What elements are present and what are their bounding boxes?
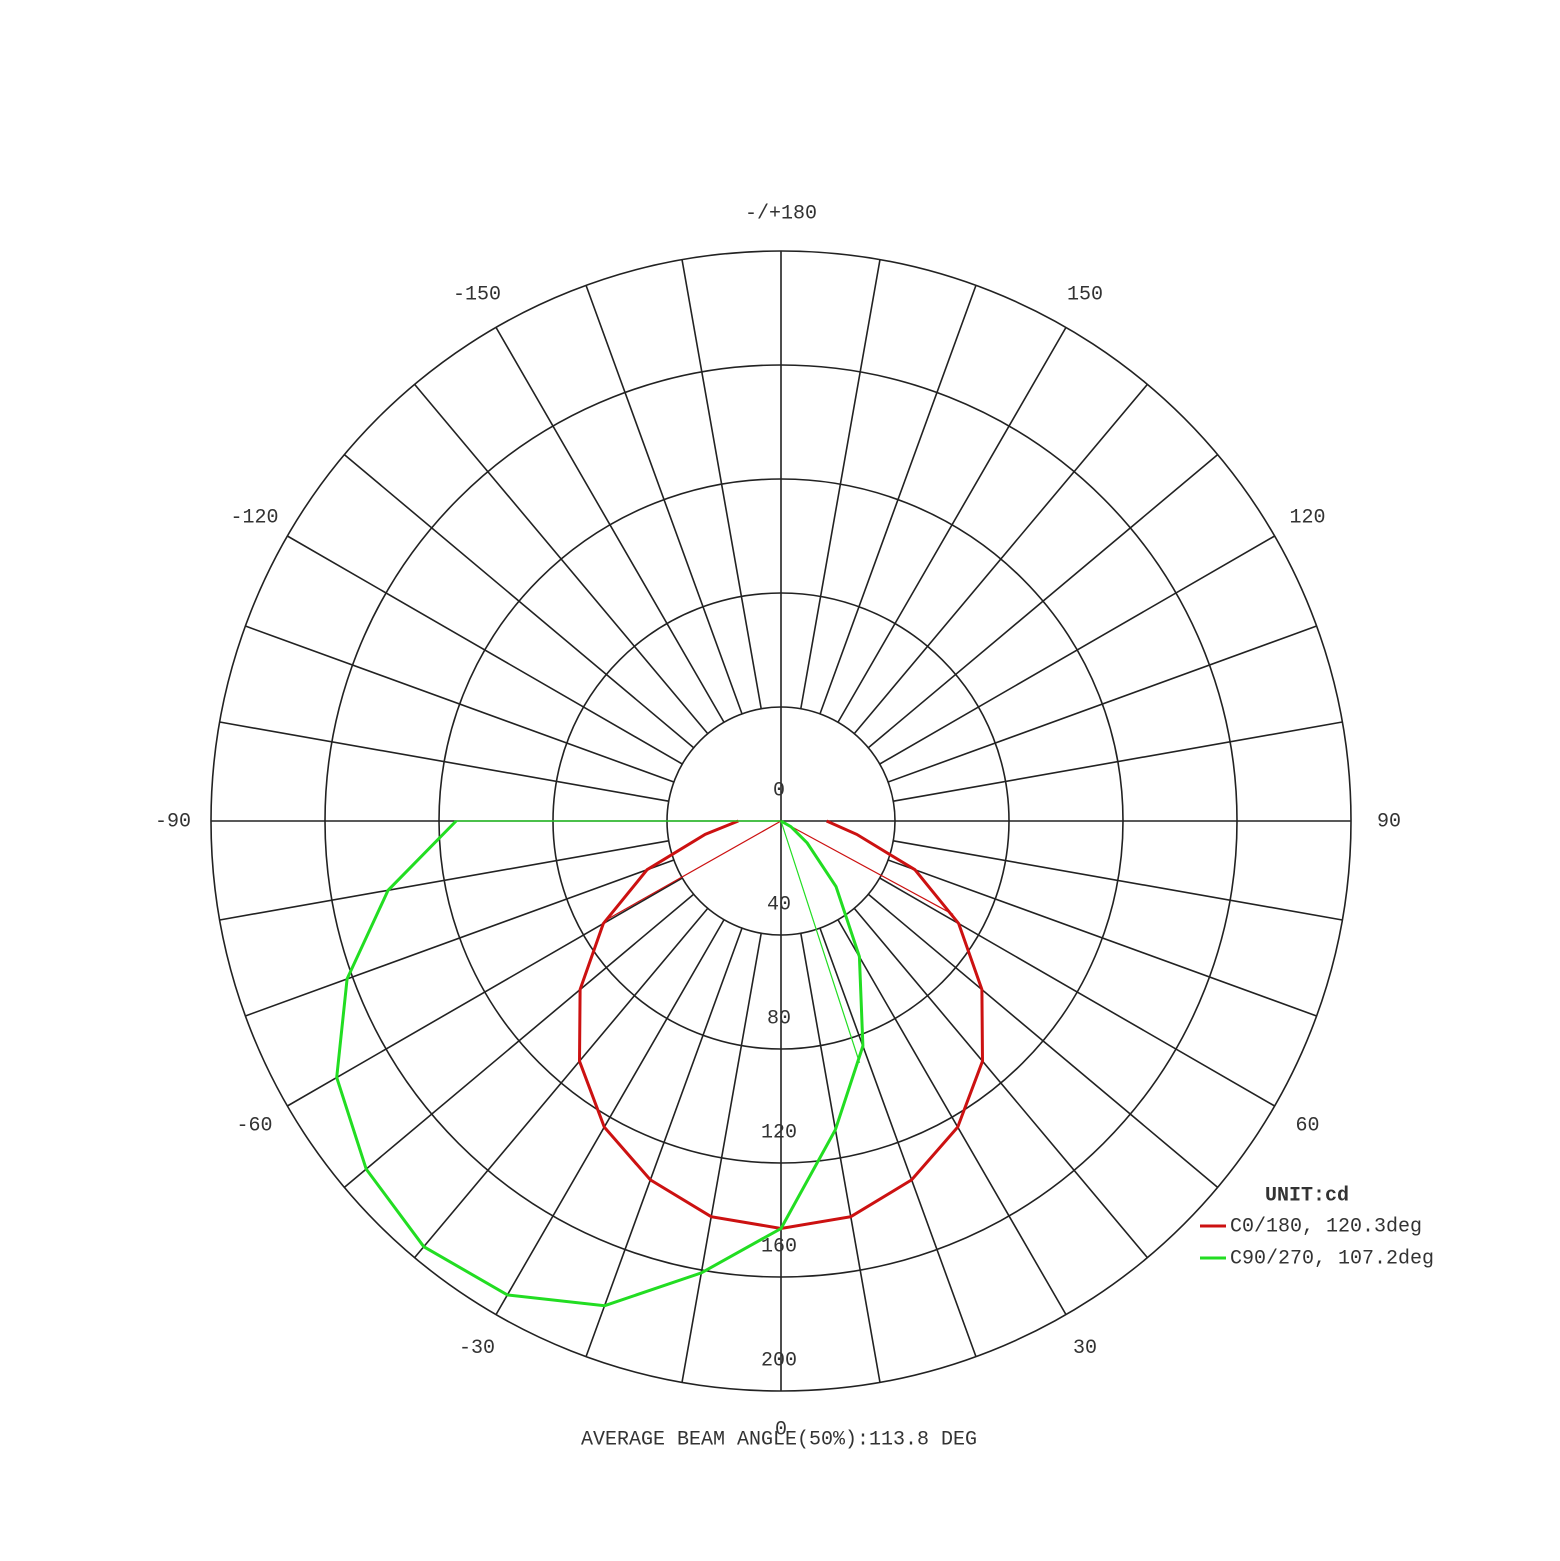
r-tick-label: 0: [773, 779, 785, 802]
beam-edge: [780, 820, 861, 1063]
beam-edge: [604, 820, 782, 922]
angle-tick-label: -/+180: [745, 202, 817, 225]
ring: [324, 364, 1238, 1278]
angle-tick-label: -90: [155, 810, 191, 833]
chart-title: AVERAGE BEAM ANGLE(50%):113.8 DEG: [581, 1428, 977, 1451]
angle-tick-label: -150: [453, 284, 501, 307]
angle-tick-label: -60: [236, 1114, 272, 1137]
legend-label: C90/270, 107.2deg: [1230, 1247, 1434, 1270]
curve: [335, 819, 865, 1308]
angle-tick-label: -30: [459, 1337, 495, 1360]
angle-tick-label: 0: [775, 1418, 787, 1441]
beam-edge: [780, 820, 954, 915]
r-tick-label: 200: [761, 1349, 797, 1372]
angle-tick-label: 150: [1067, 284, 1103, 307]
legend-label: C0/180, 120.3deg: [1230, 1215, 1422, 1238]
ring: [438, 478, 1124, 1164]
angle-tick-label: -120: [230, 506, 278, 529]
r-tick-label: 160: [761, 1235, 797, 1258]
r-tick-label: 120: [761, 1121, 797, 1144]
angle-tick-label: 30: [1073, 1337, 1097, 1360]
angle-tick-label: 60: [1296, 1114, 1320, 1137]
angle-tick-label: 90: [1377, 810, 1401, 833]
r-tick-label: 40: [767, 893, 791, 916]
unit-label: UNIT:cd: [1265, 1184, 1349, 1207]
ring: [210, 250, 1352, 1392]
r-tick-label: 80: [767, 1007, 791, 1030]
angle-tick-label: 120: [1290, 506, 1326, 529]
